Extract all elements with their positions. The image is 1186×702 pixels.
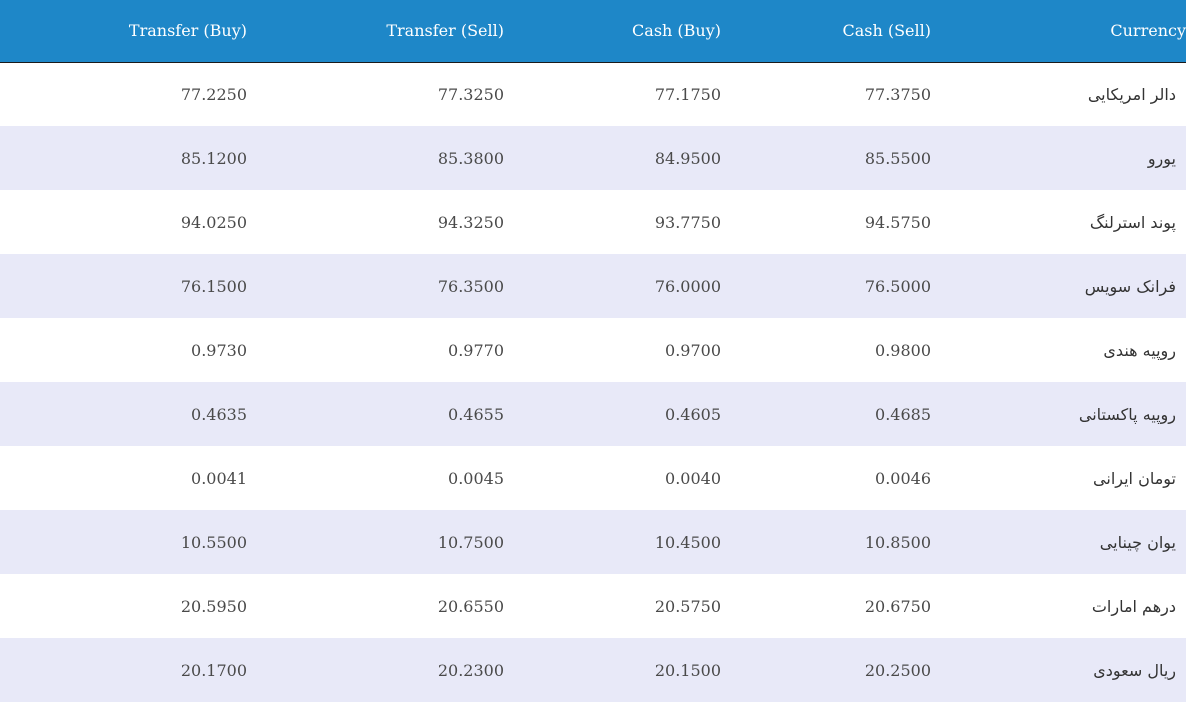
header-currency: Currency	[931, 0, 1186, 63]
header-row: Transfer (Buy) Transfer (Sell) Cash (Buy…	[0, 0, 1186, 63]
header-cash-buy: Cash (Buy)	[504, 0, 721, 63]
cell-transfer-sell: 85.3800	[437, 148, 504, 168]
cell-cash-buy: 20.1500	[654, 660, 721, 680]
cell-cash-sell: 10.8500	[864, 532, 931, 552]
cell-cash-buy: 0.9700	[665, 340, 721, 360]
cell-currency: یورو	[931, 126, 1186, 190]
header-cash-sell: Cash (Sell)	[721, 0, 931, 63]
cell-cash-buy: 20.5750	[654, 596, 721, 616]
cell-transfer-sell: 0.4655	[448, 404, 504, 424]
cell-cash-sell: 94.5750	[864, 212, 931, 232]
currency-name: یوان چینایی	[1099, 532, 1176, 552]
cell-currency: ریال سعودی	[931, 638, 1186, 702]
cell-cash-sell: 0.0046	[875, 468, 931, 488]
cell-transfer-buy: 85.1200	[180, 148, 247, 168]
currency-name: فرانک سویس	[1084, 276, 1176, 296]
cell-transfer-sell: 10.7500	[437, 532, 504, 552]
cell-cash-sell: 76.5000	[864, 276, 931, 296]
cell-cash-buy: 0.4605	[665, 404, 721, 424]
cell-cash-buy: 77.1750	[654, 84, 721, 104]
table-row: 0.0041 0.0045 0.0040 0.0046 تومان ایرانی	[0, 446, 1186, 510]
table-row: 77.2250 77.3250 77.1750 77.3750 دالر امر…	[0, 62, 1186, 126]
cell-currency: روپیه پاکستانی	[931, 382, 1186, 446]
cell-currency: یوان چینایی	[931, 510, 1186, 574]
table-header: Transfer (Buy) Transfer (Sell) Cash (Buy…	[0, 0, 1186, 63]
cell-transfer-buy: 20.1700	[180, 660, 247, 680]
cell-currency: تومان ایرانی	[931, 446, 1186, 510]
cell-transfer-sell: 77.3250	[437, 84, 504, 104]
cell-cash-buy: 10.4500	[654, 532, 721, 552]
table-row: 94.0250 94.3250 93.7750 94.5750 پوند است…	[0, 190, 1186, 254]
cell-transfer-buy: 0.0041	[191, 468, 247, 488]
cell-transfer-sell: 20.6550	[437, 596, 504, 616]
cell-transfer-buy: 20.5950	[180, 596, 247, 616]
cell-cash-buy: 0.0040	[665, 468, 721, 488]
cell-transfer-sell: 0.0045	[448, 468, 504, 488]
cell-transfer-buy: 0.4635	[191, 404, 247, 424]
cell-cash-buy: 93.7750	[654, 212, 721, 232]
currency-name: روپیه پاکستانی	[1078, 404, 1176, 424]
cell-transfer-sell: 76.3500	[437, 276, 504, 296]
cell-transfer-buy: 94.0250	[180, 212, 247, 232]
cell-cash-sell: 85.5500	[864, 148, 931, 168]
table-row: 85.1200 85.3800 84.9500 85.5500 یورو	[0, 126, 1186, 190]
currency-name: دالر امریکایی	[1087, 84, 1176, 104]
currency-name: ریال سعودی	[1093, 660, 1176, 680]
cell-cash-buy: 84.9500	[654, 148, 721, 168]
cell-transfer-buy: 0.9730	[191, 340, 247, 360]
cell-currency: دالر امریکایی	[931, 62, 1186, 126]
cell-currency: فرانک سویس	[931, 254, 1186, 318]
table-row: 20.5950 20.6550 20.5750 20.6750 درهم اما…	[0, 574, 1186, 638]
cell-cash-sell: 0.4685	[875, 404, 931, 424]
cell-transfer-sell: 0.9770	[448, 340, 504, 360]
cell-transfer-buy: 76.1500	[180, 276, 247, 296]
cell-currency: پوند استرلنگ	[931, 190, 1186, 254]
currency-name: یورو	[1147, 148, 1176, 168]
table-row: 20.1700 20.2300 20.1500 20.2500 ریال سعو…	[0, 638, 1186, 702]
cell-cash-sell: 20.6750	[864, 596, 931, 616]
cell-transfer-buy: 77.2250	[180, 84, 247, 104]
cell-cash-buy: 76.0000	[654, 276, 721, 296]
table-row: 0.9730 0.9770 0.9700 0.9800 روپیه هندی	[0, 318, 1186, 382]
cell-transfer-sell: 20.2300	[437, 660, 504, 680]
cell-transfer-buy: 10.5500	[180, 532, 247, 552]
table-body: 77.2250 77.3250 77.1750 77.3750 دالر امر…	[0, 62, 1186, 702]
cell-transfer-sell: 94.3250	[437, 212, 504, 232]
currency-name: پوند استرلنگ	[1089, 212, 1176, 232]
currency-name: روپیه هندی	[1103, 340, 1176, 360]
cell-cash-sell: 0.9800	[875, 340, 931, 360]
currency-name: درهم امارات	[1091, 596, 1176, 616]
table-row: 0.4635 0.4655 0.4605 0.4685 روپیه پاکستا…	[0, 382, 1186, 446]
currency-name: تومان ایرانی	[1093, 468, 1176, 488]
header-transfer-sell: Transfer (Sell)	[247, 0, 504, 63]
cell-currency: درهم امارات	[931, 574, 1186, 638]
table-row: 10.5500 10.7500 10.4500 10.8500 یوان چین…	[0, 510, 1186, 574]
table-row: 76.1500 76.3500 76.0000 76.5000 فرانک سو…	[0, 254, 1186, 318]
cell-cash-sell: 20.2500	[864, 660, 931, 680]
cell-currency: روپیه هندی	[931, 318, 1186, 382]
cell-cash-sell: 77.3750	[864, 84, 931, 104]
header-transfer-buy: Transfer (Buy)	[0, 0, 247, 63]
